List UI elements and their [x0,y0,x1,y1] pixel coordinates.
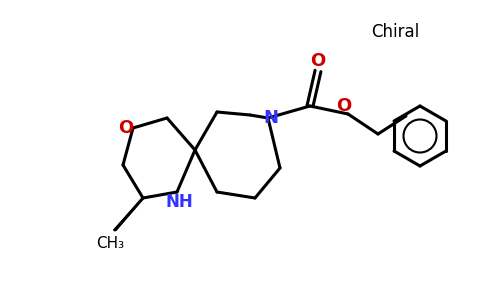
Text: NH: NH [165,193,193,211]
Text: O: O [336,97,351,115]
Text: Chiral: Chiral [371,23,419,41]
Text: O: O [310,52,326,70]
Text: CH₃: CH₃ [96,236,124,251]
Text: O: O [119,119,134,137]
Text: N: N [263,109,278,127]
